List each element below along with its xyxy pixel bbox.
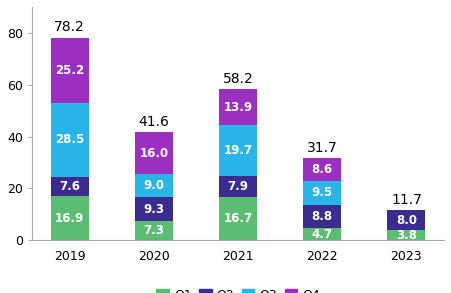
Bar — [387, 230, 425, 240]
Text: 3.8: 3.8 — [396, 229, 417, 242]
Text: 16.0: 16.0 — [139, 147, 168, 160]
Text: 78.2: 78.2 — [54, 21, 85, 34]
Bar — [303, 228, 341, 240]
Text: 9.3: 9.3 — [143, 203, 164, 216]
Text: 4.7: 4.7 — [312, 228, 333, 241]
Text: 8.8: 8.8 — [312, 210, 333, 223]
Bar — [219, 125, 257, 176]
Text: 9.0: 9.0 — [143, 179, 164, 192]
Bar — [51, 103, 88, 177]
Text: 13.9: 13.9 — [223, 101, 253, 114]
Text: 8.0: 8.0 — [396, 214, 417, 226]
Bar — [303, 181, 341, 205]
Legend: Q1, Q2, Q3, Q4: Q1, Q2, Q3, Q4 — [151, 284, 325, 293]
Text: 31.7: 31.7 — [307, 141, 337, 155]
Text: 7.3: 7.3 — [143, 224, 164, 237]
Bar — [303, 158, 341, 181]
Text: 11.7: 11.7 — [391, 193, 422, 207]
Text: 58.2: 58.2 — [223, 72, 253, 86]
Text: 9.5: 9.5 — [312, 186, 333, 200]
Bar — [303, 205, 341, 228]
Bar — [387, 210, 425, 230]
Text: 7.6: 7.6 — [59, 180, 80, 193]
Text: 7.9: 7.9 — [227, 180, 249, 193]
Bar — [219, 197, 257, 240]
Bar — [51, 177, 88, 196]
Text: 19.7: 19.7 — [223, 144, 253, 157]
Bar — [51, 38, 88, 103]
Text: 8.6: 8.6 — [312, 163, 333, 176]
Text: 28.5: 28.5 — [55, 133, 84, 146]
Text: 41.6: 41.6 — [138, 115, 169, 129]
Bar — [135, 174, 173, 197]
Text: 16.7: 16.7 — [223, 212, 253, 225]
Bar — [219, 176, 257, 197]
Bar — [219, 89, 257, 125]
Bar — [135, 197, 173, 221]
Bar — [135, 132, 173, 174]
Bar — [135, 221, 173, 240]
Text: 25.2: 25.2 — [55, 64, 84, 77]
Bar — [51, 196, 88, 240]
Text: 16.9: 16.9 — [55, 212, 84, 225]
